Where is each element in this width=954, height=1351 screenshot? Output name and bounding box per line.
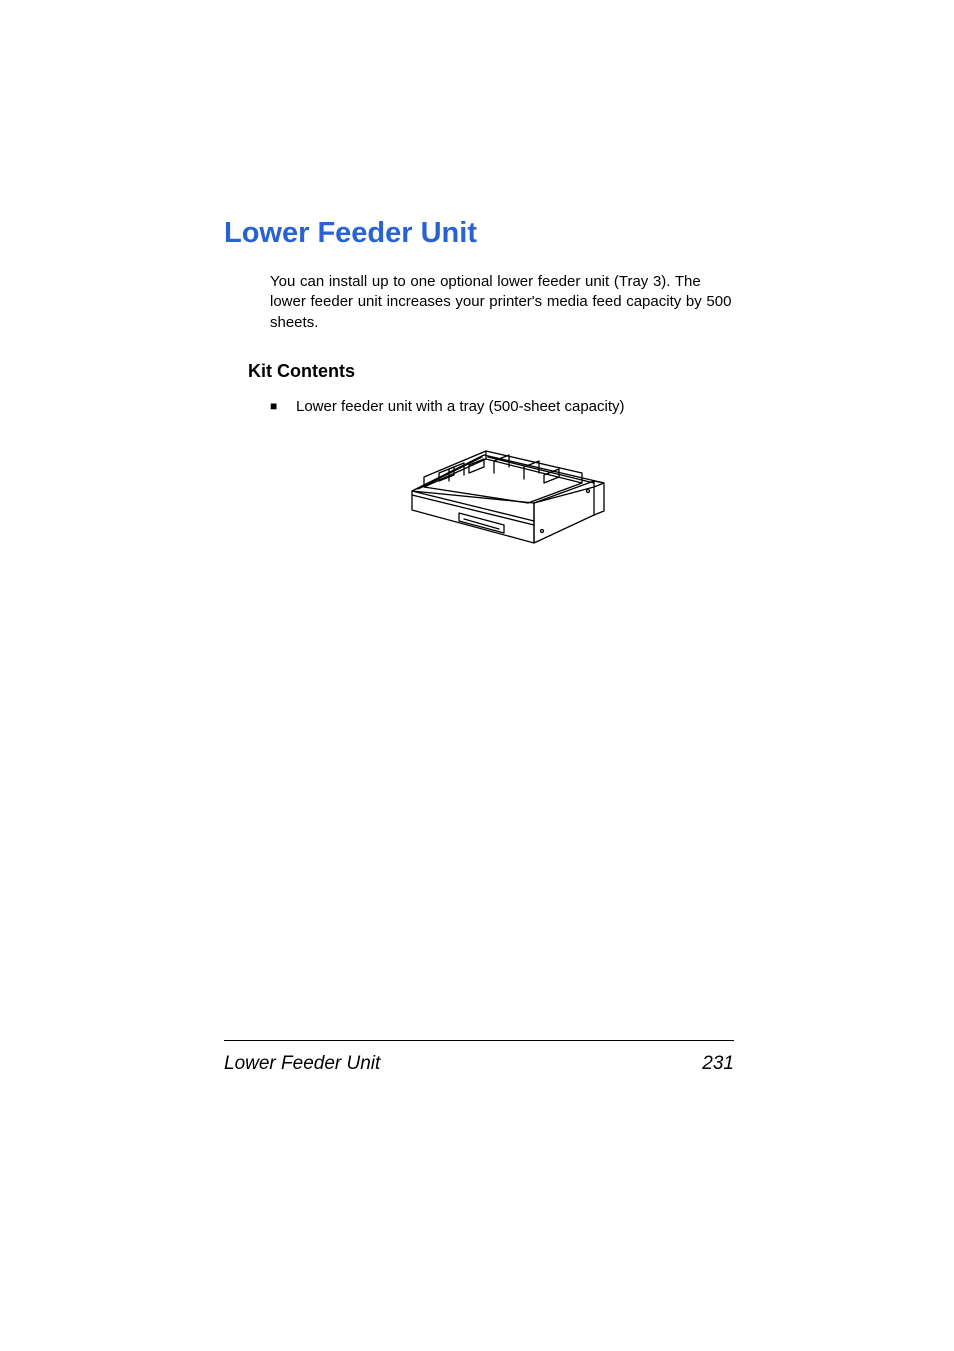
section-title: Lower Feeder Unit: [224, 217, 744, 250]
intro-paragraph: You can install up to one optional lower…: [270, 272, 738, 333]
footer-text-row: Lower Feeder Unit 231: [224, 1053, 734, 1075]
page-number: 231: [702, 1053, 734, 1075]
kit-bullet-list: Lower feeder unit with a tray (500-sheet…: [270, 398, 744, 415]
page-content: Lower Feeder Unit You can install up to …: [224, 217, 744, 565]
page-footer: Lower Feeder Unit 231: [224, 1040, 734, 1075]
footer-rule: [224, 1040, 734, 1041]
kit-bullet-item: Lower feeder unit with a tray (500-sheet…: [270, 398, 744, 415]
kit-contents-heading: Kit Contents: [248, 361, 744, 382]
footer-section-label: Lower Feeder Unit: [224, 1053, 380, 1075]
feeder-unit-illustration: [394, 425, 614, 565]
